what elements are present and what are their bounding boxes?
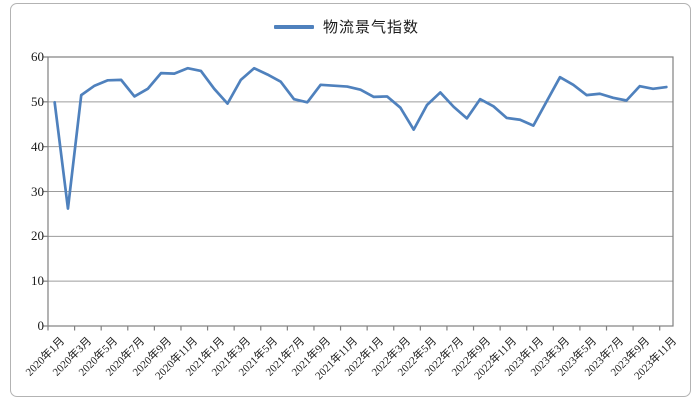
series-line — [53, 66, 668, 210]
legend-label: 物流景气指数 — [322, 20, 419, 36]
y-axis-label: 50 — [31, 93, 44, 109]
chart-frame — [10, 3, 691, 397]
y-axis-label: 10 — [31, 273, 44, 289]
y-axis-label: 0 — [37, 318, 45, 333]
line-chart — [43, 56, 674, 331]
y-axis-label: 30 — [31, 183, 44, 199]
chart-legend: 物流景气指数 — [0, 16, 693, 37]
y-axis-label: 40 — [31, 138, 44, 154]
y-axis-label: 60 — [31, 49, 44, 64]
legend-line-marker — [273, 24, 314, 29]
y-axis-label: 20 — [31, 228, 44, 244]
